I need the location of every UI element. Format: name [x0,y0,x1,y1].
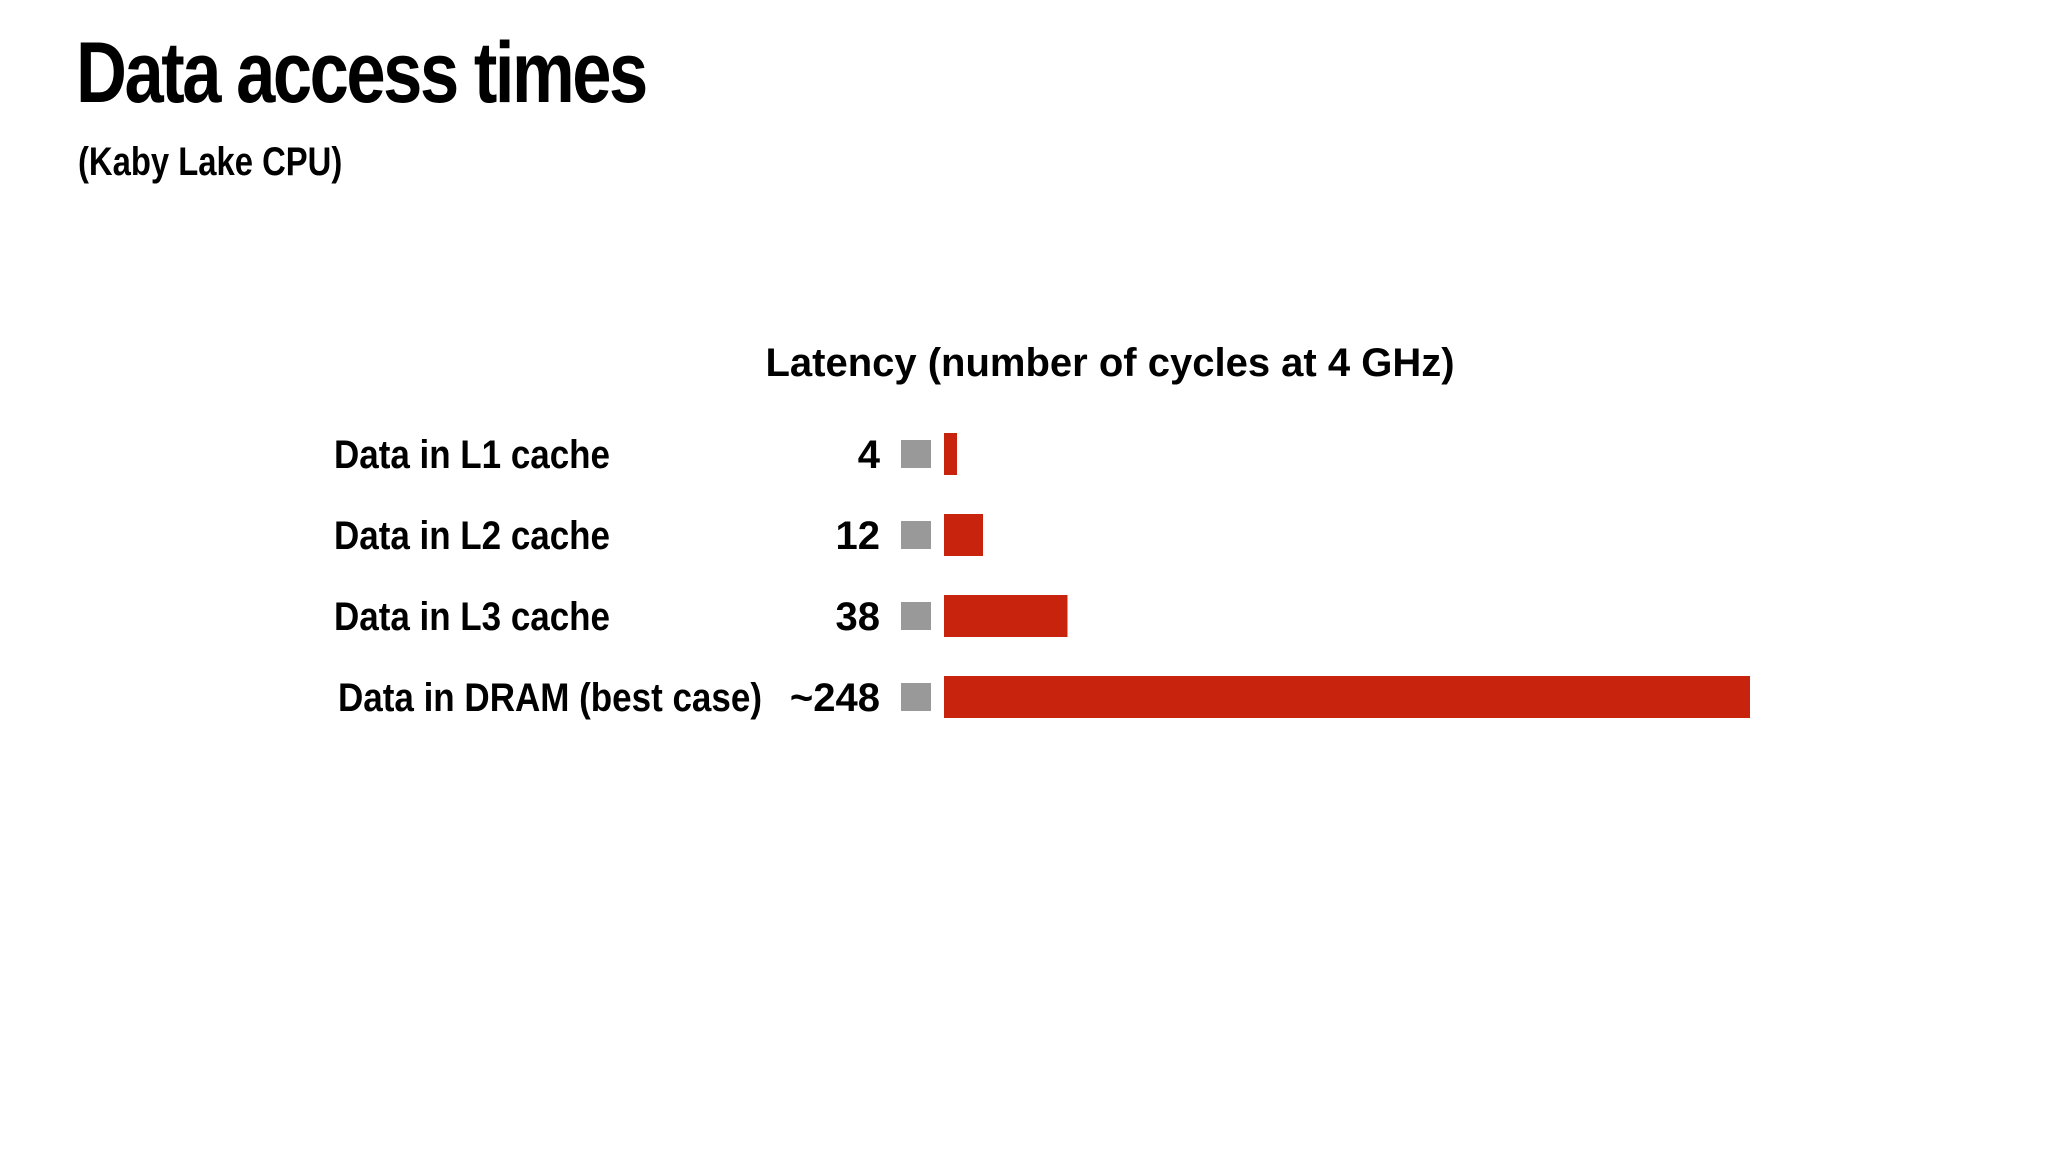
marker-data-in-dram-best-case [901,683,931,711]
chart-rows: Data in L1 cache 4 Data in L2 cache 12 Data … [334,433,1750,720]
marker-data-in-l1-cache [901,440,931,468]
category-label-data-in-l1-cache: Data in L1 cache [334,433,610,477]
marker-data-in-l2-cache [901,521,931,549]
marker-data-in-l3-cache [901,602,931,630]
slide-subtitle: (Kaby Lake CPU) [78,140,343,184]
value-label-data-in-l3-cache: 38 [836,595,881,639]
bar-data-in-l2-cache [944,514,983,556]
category-label-data-in-l2-cache: Data in L2 cache [334,514,610,558]
value-label-data-in-l1-cache: 4 [858,433,881,477]
value-label-data-in-l2-cache: 12 [836,514,881,558]
slide-title: Data access times [76,25,648,121]
bar-data-in-dram-best-case [944,676,1750,718]
bar-data-in-l1-cache [944,433,957,475]
value-label-data-in-dram-best-case: ~248 [790,676,880,720]
category-label-data-in-l3-cache: Data in L3 cache [334,595,610,639]
bar-data-in-l3-cache [944,595,1068,637]
chart-title: Latency (number of cycles at 4 GHz) [765,341,1454,385]
category-label-data-in-dram-best-case: Data in DRAM (best case) [338,676,762,720]
